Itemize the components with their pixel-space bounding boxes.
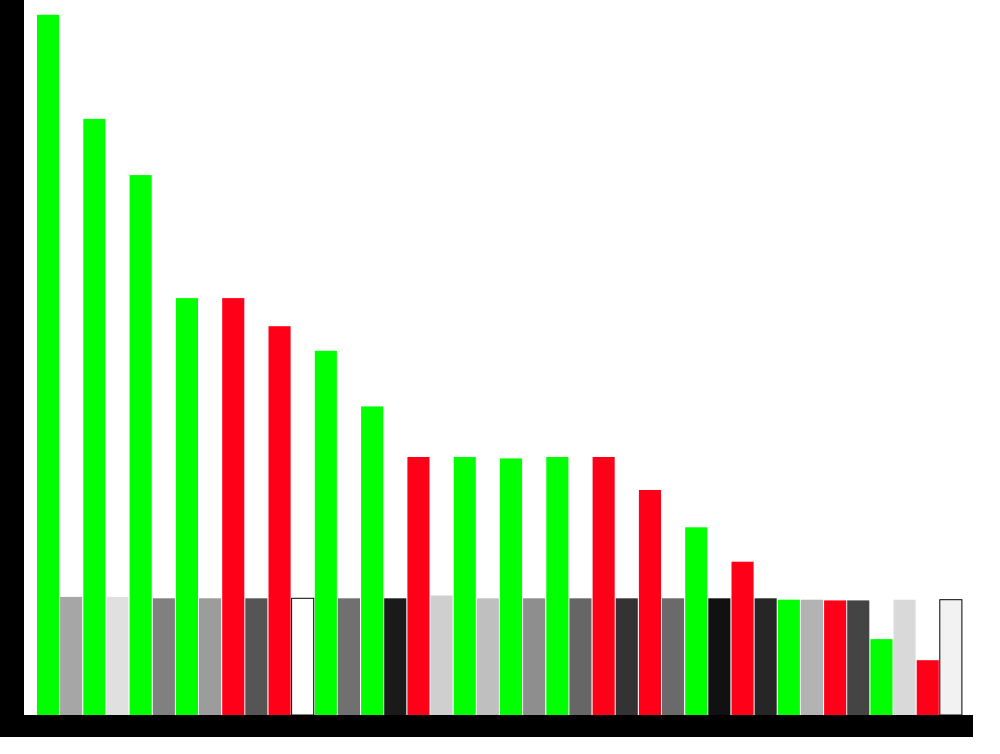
bar-series-a-14 [638,490,661,715]
bar-series-b-9 [430,595,453,715]
bar-series-b-5 [245,598,268,715]
bar-series-a-7 [314,350,337,715]
bar-series-b-13 [615,598,638,715]
bars-layer [37,14,963,716]
bar-series-a-11 [500,458,523,715]
bar-series-a-6 [268,326,291,715]
bar-series-b-16 [754,598,777,715]
bar-series-a-2 [83,118,106,715]
bar-series-b-3 [152,598,175,715]
bar-series-b-18 [847,600,870,715]
bar-series-a-8 [361,406,384,715]
bar-series-b-4 [199,598,222,715]
bar-series-a-9 [407,457,430,715]
bar-series-a-13 [592,457,615,715]
bar-series-a-19 [870,639,893,715]
bar-series-b-14 [662,598,685,715]
bar-series-b-6 [291,597,315,716]
bar-series-a-5 [222,298,245,715]
bar-series-a-12 [546,457,569,715]
bar-series-a-20 [916,660,939,715]
bar-series-b-7 [337,598,360,715]
bar-series-b-11 [523,598,546,715]
y-axis [0,0,24,737]
bar-series-b-19 [893,599,916,715]
bar-series-a-4 [175,298,198,715]
x-axis [0,715,973,737]
bar-series-a-17 [777,599,800,715]
bar-series-a-1 [37,14,60,716]
bar-series-b-20 [939,599,963,716]
bar-series-a-18 [824,600,847,715]
bar-series-b-10 [476,598,499,715]
bar-series-b-2 [106,596,129,715]
bar-series-a-3 [129,175,152,716]
bar-series-b-17 [800,599,823,715]
bar-series-b-15 [708,598,731,715]
bar-series-a-16 [731,561,754,715]
bar-series-b-1 [60,596,83,715]
bar-series-a-15 [685,527,708,715]
bar-series-b-8 [384,598,407,715]
bar-series-b-12 [569,598,592,715]
bar-series-a-10 [453,457,476,715]
